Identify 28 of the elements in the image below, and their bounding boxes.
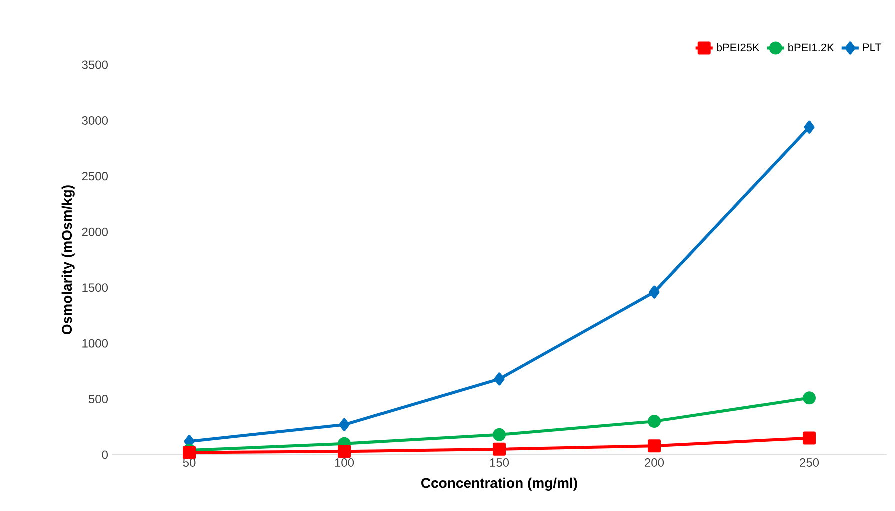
point [648, 440, 661, 453]
y-tick-label: 500 [88, 395, 108, 404]
point [338, 445, 351, 458]
y-tick-label: 2500 [82, 172, 108, 181]
point [493, 428, 506, 442]
point [493, 442, 506, 456]
point [648, 415, 661, 428]
point [494, 372, 505, 386]
y-axis-title: Osmolarity (mOsm/kg) [62, 186, 75, 334]
x-axis-title: Cconcentration (mg/ml) [422, 478, 578, 491]
y-tick-label: 1000 [82, 339, 108, 348]
x-tick-label: 250 [800, 458, 820, 468]
y-tick-label: 3500 [82, 60, 108, 70]
legend-label: bPEI1.2K [788, 44, 834, 52]
x-tick-label: 200 [645, 458, 664, 468]
point [649, 286, 660, 299]
point [804, 120, 815, 134]
point [802, 392, 816, 405]
y-tick-label: 3000 [82, 116, 108, 125]
legend-label: PLT [863, 44, 882, 52]
x-tick-label: 100 [335, 458, 354, 468]
point [802, 432, 816, 445]
legend-label: bPEI25K [717, 44, 760, 52]
x-tick-label: 150 [490, 458, 510, 468]
y-tick-label: 1500 [82, 284, 108, 292]
y-tick-label: 0 [102, 450, 108, 460]
point [339, 418, 350, 432]
y-tick-label: 2000 [82, 228, 108, 236]
